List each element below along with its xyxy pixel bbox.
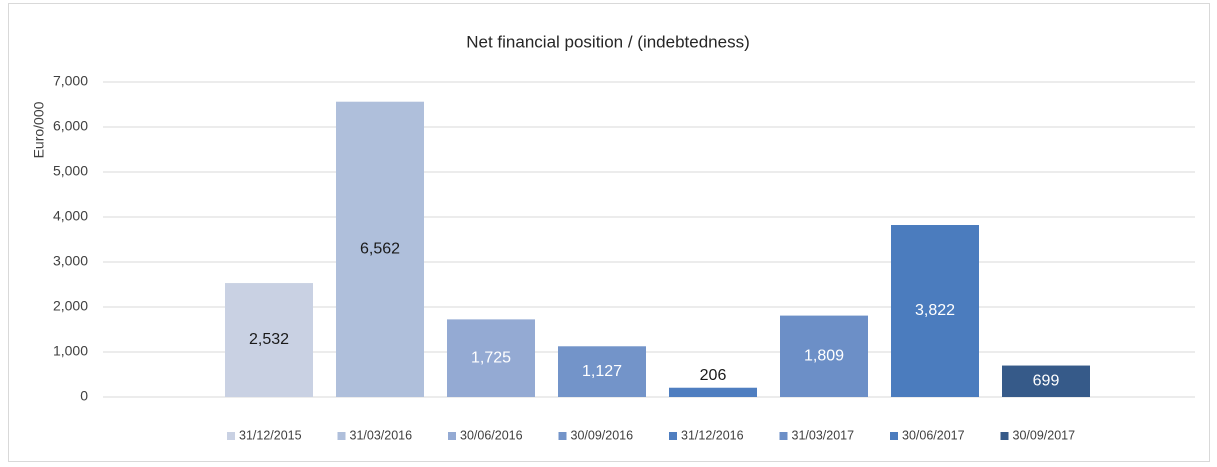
legend-swatch bbox=[669, 432, 677, 440]
legend-label: 30/06/2016 bbox=[460, 428, 523, 442]
bar bbox=[558, 346, 646, 397]
bar bbox=[336, 101, 424, 398]
bar bbox=[891, 225, 979, 397]
y-tick-label: 4,000 bbox=[53, 208, 88, 224]
legend-swatch bbox=[227, 432, 235, 440]
legend-label: 31/03/2016 bbox=[350, 428, 413, 442]
bar bbox=[225, 283, 313, 397]
legend-label: 30/09/2017 bbox=[1013, 428, 1076, 442]
value-label: 1,809 bbox=[804, 348, 844, 365]
legend-label: 31/12/2016 bbox=[681, 428, 744, 442]
value-label: 3,822 bbox=[915, 302, 955, 319]
value-label: 6,562 bbox=[360, 241, 400, 258]
value-label: 699 bbox=[1033, 372, 1060, 389]
legend-swatch bbox=[448, 432, 456, 440]
y-tick-label: 6,000 bbox=[53, 118, 88, 134]
y-tick-label: 0 bbox=[80, 388, 88, 404]
legend-label: 30/09/2016 bbox=[571, 428, 634, 442]
legend-label: 31/12/2015 bbox=[239, 428, 302, 442]
value-label: 1,725 bbox=[471, 349, 511, 366]
value-label: 206 bbox=[700, 367, 727, 384]
bar bbox=[447, 319, 535, 397]
chart-title: Net financial position / (indebtedness) bbox=[466, 32, 750, 51]
bar bbox=[669, 387, 757, 397]
y-tick-label: 2,000 bbox=[53, 298, 88, 314]
legend-label: 30/06/2017 bbox=[902, 428, 965, 442]
y-tick-label: 3,000 bbox=[53, 253, 88, 269]
y-tick-label: 5,000 bbox=[53, 163, 88, 179]
value-label: 1,127 bbox=[582, 363, 622, 380]
y-tick-label: 7,000 bbox=[53, 73, 88, 89]
y-axis-label: Euro/000 bbox=[31, 101, 47, 158]
value-label: 2,532 bbox=[249, 331, 289, 348]
bar bbox=[780, 315, 868, 397]
legend-swatch bbox=[558, 432, 567, 440]
legend-label: 31/03/2017 bbox=[792, 428, 855, 442]
y-tick-label: 1,000 bbox=[53, 343, 88, 359]
legend-swatch bbox=[890, 432, 898, 440]
legend-swatch bbox=[1000, 432, 1009, 440]
bar bbox=[1002, 365, 1090, 397]
legend-swatch bbox=[779, 432, 788, 440]
legend-swatch bbox=[337, 432, 346, 440]
